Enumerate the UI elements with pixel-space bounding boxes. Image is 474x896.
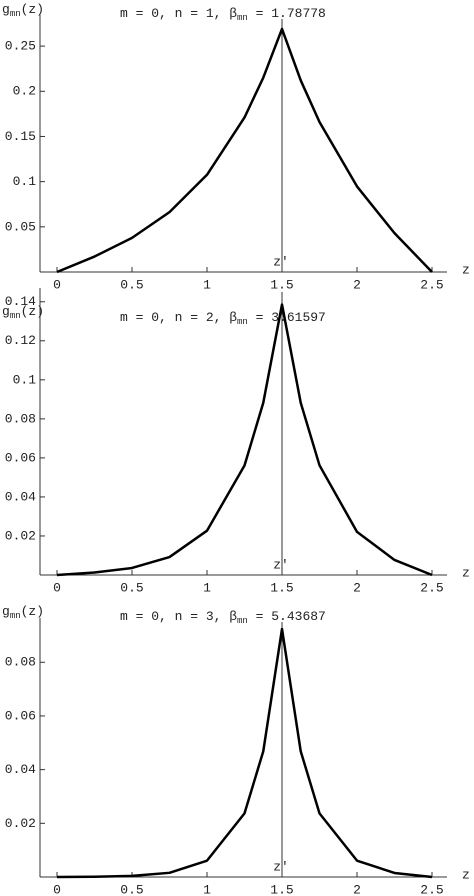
y-tick-label: 0.04 xyxy=(5,489,36,504)
chart-title: m = 0, n = 1, βmn = 1.78778 xyxy=(120,6,326,23)
x-tick-label: 1 xyxy=(203,277,211,292)
y-tick-label: 0.02 xyxy=(5,528,36,543)
x-tick-label: 1 xyxy=(203,882,211,896)
x-tick-label: 1.5 xyxy=(270,277,293,292)
y-tick-label: 0.1 xyxy=(13,174,37,189)
y-axis-label-base: g xyxy=(2,2,10,17)
chart-title-rest: = 3.61597 xyxy=(248,310,326,325)
x-tick-label: 0 xyxy=(53,277,61,292)
y-axis-label-rest: (z) xyxy=(21,604,44,619)
y-axis-label: gmn(z) xyxy=(2,604,44,621)
annotation: z′ xyxy=(273,859,289,874)
chart-title-rest: = 1.78778 xyxy=(248,6,326,21)
x-tick-label: 2.5 xyxy=(420,882,443,896)
x-tick-label: 0.5 xyxy=(120,277,143,292)
chart-title: m = 0, n = 2, βmn = 3.61597 xyxy=(120,310,326,327)
y-tick-label: 0.08 xyxy=(5,411,36,426)
x-tick-label: 1 xyxy=(203,580,211,595)
x-tick-label: 2 xyxy=(353,882,361,896)
x-tick-label: 0.5 xyxy=(120,580,143,595)
y-tick-label: 0.15 xyxy=(5,129,36,144)
annotation: z′ xyxy=(273,557,289,572)
chart-title-base: m = 0, n = 1, β xyxy=(120,6,237,21)
chart-title: m = 0, n = 3, βmn = 5.43687 xyxy=(120,609,326,626)
chart-title-sub: mn xyxy=(237,13,248,23)
x-tick-label: 1.5 xyxy=(270,882,293,896)
chart-title-base: m = 0, n = 3, β xyxy=(120,609,237,624)
y-tick-label: 0.08 xyxy=(5,655,36,670)
x-axis-label: z xyxy=(462,262,470,277)
x-tick-label: 2 xyxy=(353,580,361,595)
y-axis-label: gmn(z) xyxy=(2,2,44,19)
chart-title-sub: mn xyxy=(237,317,248,327)
y-tick-label: 0.04 xyxy=(5,762,36,777)
y-tick-label: 0.06 xyxy=(5,708,36,723)
y-axis-label-base: g xyxy=(2,604,10,619)
y-tick-label: 0.25 xyxy=(5,39,36,54)
x-axis-label: z xyxy=(462,565,470,580)
x-axis-label: z xyxy=(462,867,470,882)
y-tick-label: 0.05 xyxy=(5,219,36,234)
y-tick-label: 0.14 xyxy=(5,294,36,309)
y-axis-label-sub: mn xyxy=(10,611,21,621)
annotation: z′ xyxy=(273,254,289,269)
curve xyxy=(56,627,433,879)
y-axis-label-sub: mn xyxy=(10,9,21,19)
chart-title-rest: = 5.43687 xyxy=(248,609,326,624)
y-axis-label: gmn(z) xyxy=(2,304,44,321)
chart-title-base: m = 0, n = 2, β xyxy=(120,310,237,325)
y-tick-label: 0.2 xyxy=(13,84,36,99)
x-tick-label: 2 xyxy=(353,277,361,292)
x-tick-label: 0.5 xyxy=(120,882,143,896)
curve xyxy=(56,27,433,274)
y-axis-label-rest: (z) xyxy=(21,2,44,17)
curve xyxy=(56,303,433,577)
y-tick-label: 0.02 xyxy=(5,816,36,831)
y-axis-label-rest: (z) xyxy=(21,304,44,319)
x-tick-label: 1.5 xyxy=(270,580,293,595)
x-tick-label: 0 xyxy=(53,580,61,595)
y-tick-label: 0.12 xyxy=(5,333,36,348)
y-tick-label: 0.06 xyxy=(5,450,36,465)
y-axis-label-base: g xyxy=(2,304,10,319)
y-tick-label: 0.1 xyxy=(13,372,37,387)
x-tick-label: 2.5 xyxy=(420,580,443,595)
chart-title-sub: mn xyxy=(237,616,248,626)
y-axis-label-sub: mn xyxy=(10,311,21,321)
x-tick-label: 2.5 xyxy=(420,277,443,292)
x-tick-label: 0 xyxy=(53,882,61,896)
